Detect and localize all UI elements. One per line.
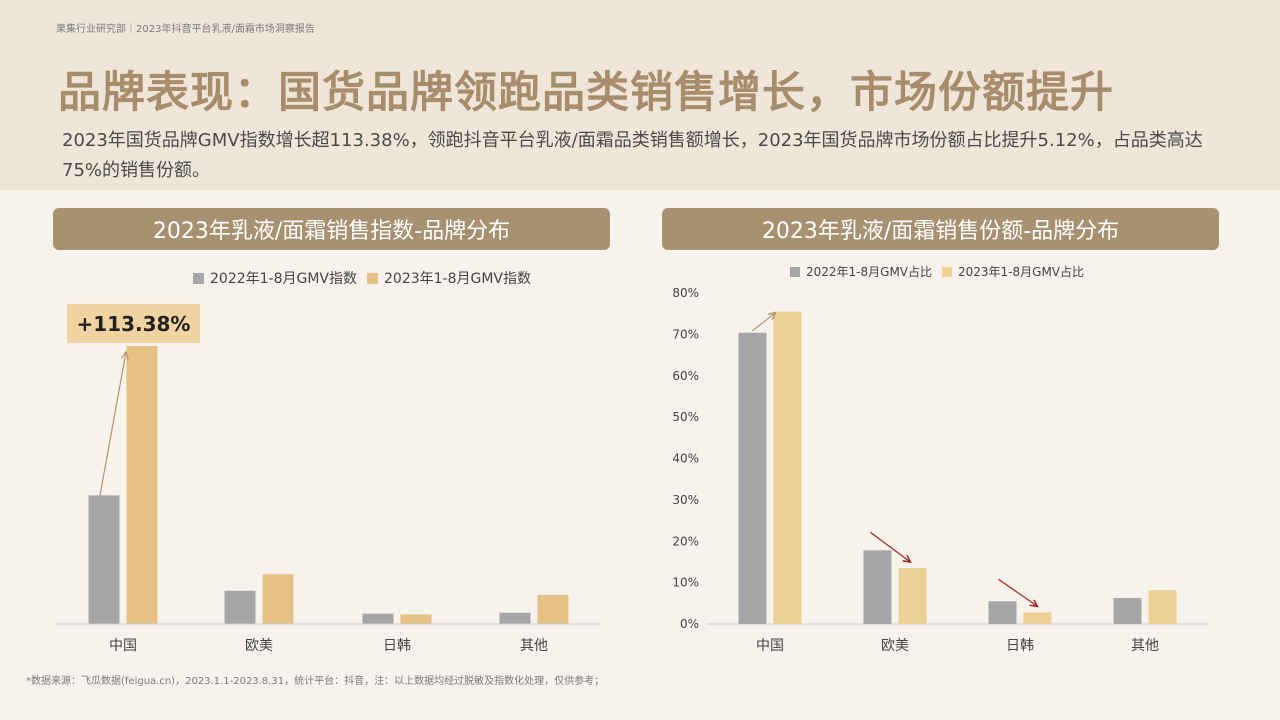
x-tick-label: 日韩: [383, 638, 411, 654]
bar-china-2022: [88, 495, 120, 624]
bar-other-2022: [1113, 597, 1142, 624]
bar-other-2023: [537, 594, 569, 624]
y-tick-label: 20%: [672, 534, 699, 548]
bar-jpkr-2022: [988, 601, 1017, 624]
x-tick-label: 其他: [1131, 638, 1159, 654]
share-down-arrow: [870, 531, 911, 562]
legend-swatch-2022: [193, 272, 204, 284]
bar-other-2022: [499, 612, 531, 624]
bar-west-2022: [863, 550, 892, 624]
header-band: [0, 0, 1280, 190]
x-tick-label: 中国: [109, 638, 137, 654]
bar-west-2023: [898, 568, 927, 624]
legend-item-2023: 2023年1-8月GMV占比: [942, 263, 1084, 280]
left-chart-header: 2023年乳液/面霜销售指数-品牌分布: [53, 208, 610, 250]
page-title: 品牌表现：国货品牌领跑品类销售增长，市场份额提升: [58, 68, 1114, 118]
y-tick-label: 50%: [672, 410, 699, 424]
bar-other-2023: [1148, 590, 1177, 624]
bar-jpkr-2022: [362, 613, 394, 624]
breadcrumb: 果集行业研究部｜2023年抖音平台乳液/面霜市场洞察报告: [56, 24, 315, 35]
bar-west-2022: [224, 590, 256, 624]
y-tick-label: 40%: [672, 452, 699, 466]
legend-item-2022: 2022年1-8月GMV指数: [193, 268, 357, 288]
bar-china-2023: [126, 346, 158, 624]
legend-item-2022: 2022年1-8月GMV占比: [790, 263, 932, 280]
legend-item-2023: 2023年1-8月GMV指数: [367, 268, 531, 288]
legend-label-2022: 2022年1-8月GMV占比: [806, 265, 933, 279]
legend-swatch-2023: [942, 266, 953, 277]
legend-swatch-2022: [790, 266, 800, 277]
y-tick-label: 10%: [672, 576, 699, 590]
right-chart-header: 2023年乳液/面霜销售份额-品牌分布: [662, 208, 1219, 250]
legend-swatch-2023: [367, 272, 378, 284]
x-tick-label: 欧美: [245, 638, 273, 654]
footnote: *数据来源：飞瓜数据(feigua.cn)，2023.1.1-2023.8.31…: [26, 676, 605, 687]
share-down-arrow: [998, 578, 1038, 606]
bar-china-2022: [738, 332, 767, 624]
x-tick-label: 欧美: [881, 638, 909, 654]
y-tick-label: 70%: [672, 327, 699, 341]
x-tick-label: 其他: [520, 638, 548, 654]
legend-label-2023: 2023年1-8月GMV占比: [958, 265, 1085, 279]
bar-jpkr-2023: [1023, 612, 1052, 624]
y-tick-label: 60%: [672, 369, 699, 383]
bar-west-2023: [262, 574, 294, 624]
legend-label-2023: 2023年1-8月GMV指数: [384, 271, 531, 287]
growth-badge: +113.38%: [67, 304, 200, 343]
right-chart-legend: 2022年1-8月GMV占比 2023年1-8月GMV占比: [790, 263, 1094, 280]
y-tick-label: 80%: [672, 286, 699, 300]
page-subtitle: 2023年国货品牌GMV指数增长超113.38%，领跑抖音平台乳液/面霜品类销售…: [62, 130, 1203, 181]
share-up-arrow: [752, 313, 776, 332]
y-tick-label: 0%: [680, 617, 699, 631]
legend-label-2022: 2022年1-8月GMV指数: [210, 271, 357, 287]
growth-arrow: [99, 352, 126, 496]
y-tick-label: 30%: [672, 493, 699, 507]
left-chart-legend: 2022年1-8月GMV指数 2023年1-8月GMV指数: [193, 268, 541, 288]
bar-jpkr-2023: [400, 614, 432, 624]
x-tick-label: 日韩: [1006, 638, 1034, 654]
bar-china-2023: [773, 311, 802, 624]
x-tick-label: 中国: [756, 638, 784, 654]
